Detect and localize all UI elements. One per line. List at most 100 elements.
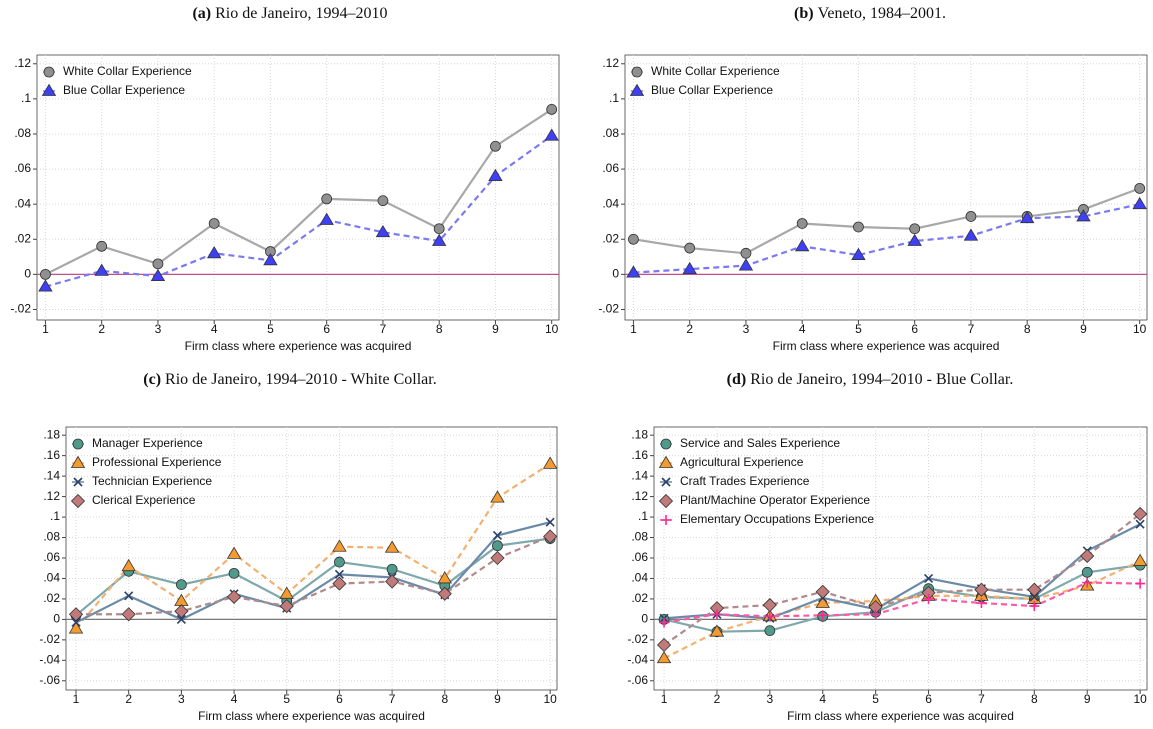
marker — [631, 66, 643, 78]
x-tick-label: 10 — [543, 692, 557, 706]
marker — [923, 593, 934, 604]
y-tick-label: -.06 — [39, 673, 60, 687]
y-tick-label: .08 — [602, 126, 619, 140]
title-text: Rio de Janeiro, 1994–2010 - White Collar… — [165, 371, 437, 388]
series-line — [75, 521, 551, 624]
marker — [228, 567, 240, 579]
marker — [386, 563, 398, 575]
marker — [923, 573, 934, 584]
y-tick-label: .12 — [14, 56, 31, 70]
x-tick-label: 2 — [125, 692, 132, 706]
x-tick-label: 9 — [1084, 692, 1091, 706]
x-tick-label: 2 — [686, 322, 693, 336]
y-tick-label: .1 — [21, 91, 31, 105]
marker — [656, 637, 672, 653]
y-tick-label: .04 — [14, 196, 31, 210]
marker — [279, 586, 294, 599]
y-tick-label: .12 — [43, 489, 60, 503]
marker — [659, 617, 670, 628]
series-line — [76, 535, 551, 616]
x-tick-label: 9 — [492, 322, 499, 336]
y-tick-label: .04 — [631, 571, 648, 585]
x-axis-label: Firm class where experience was acquired — [185, 339, 412, 353]
marker — [853, 221, 864, 233]
marker — [1135, 578, 1146, 589]
y-tick-label: .04 — [43, 571, 60, 585]
x-tick-label: 3 — [178, 692, 185, 706]
marker — [385, 574, 400, 589]
legend-label: Clerical Experience — [92, 493, 196, 507]
x-tick-label: 7 — [380, 322, 387, 336]
marker — [121, 558, 136, 572]
marker — [43, 66, 55, 78]
x-tick-label: 1 — [661, 692, 668, 706]
marker — [332, 539, 347, 552]
marker — [206, 246, 222, 259]
legend-label: Plant/Machine Operator Experience — [680, 493, 870, 507]
legend-label: Elementary Occupations Experience — [680, 512, 874, 526]
series-line — [663, 581, 1141, 624]
plot-area — [65, 426, 558, 691]
marker — [437, 571, 452, 584]
marker — [815, 584, 830, 599]
marker — [492, 540, 503, 552]
marker — [490, 490, 505, 503]
y-tick-label: .12 — [631, 489, 648, 503]
x-tick-label: 8 — [1024, 322, 1031, 336]
marker — [656, 650, 672, 664]
marker — [176, 614, 186, 624]
y-tick-label: .02 — [602, 231, 619, 245]
y-tick-label: .02 — [43, 591, 60, 605]
marker — [709, 624, 725, 637]
marker — [279, 599, 294, 614]
marker — [73, 477, 83, 487]
marker — [1027, 582, 1042, 597]
x-tick-label: 5 — [267, 322, 274, 336]
x-tick-label: 6 — [925, 692, 932, 706]
title-text: Veneto, 1984–2001. — [818, 5, 946, 22]
marker — [492, 530, 503, 541]
x-tick-label: 2 — [714, 692, 721, 706]
x-axis-label: Firm class where experience was acquired — [787, 709, 1014, 723]
panel-title: (a) Rio de Janeiro, 1994–2010 — [192, 5, 387, 22]
marker — [963, 228, 979, 241]
y-tick-label: .18 — [631, 427, 648, 441]
marker — [40, 268, 51, 280]
x-tick-label: 5 — [872, 692, 879, 706]
legend-label: Agricultural Experience — [680, 455, 804, 469]
y-tick-label: .16 — [43, 448, 60, 462]
legend-label: Craft Trades Experience — [680, 474, 810, 488]
x-tick-label: 6 — [323, 322, 330, 336]
marker — [543, 529, 558, 544]
y-tick-label: -.02 — [39, 632, 60, 646]
marker — [740, 247, 752, 259]
y-tick-label: .12 — [602, 56, 619, 70]
marker — [208, 218, 220, 229]
x-tick-label: 3 — [743, 322, 750, 336]
series-line — [75, 462, 551, 630]
y-tick-label: .14 — [43, 468, 60, 482]
marker — [431, 233, 447, 246]
marker — [94, 263, 109, 276]
series-line — [44, 108, 553, 276]
x-tick-label: 1 — [73, 692, 80, 706]
y-tick-label: .16 — [631, 448, 648, 462]
y-tick-label: .06 — [14, 161, 31, 175]
x-tick-label: 7 — [389, 692, 396, 706]
legend-label: White Collar Experience — [651, 64, 780, 78]
y-tick-label: -.04 — [627, 652, 648, 666]
marker — [377, 195, 389, 207]
marker — [544, 128, 559, 141]
marker — [490, 140, 501, 152]
marker — [490, 550, 505, 566]
marker — [1133, 506, 1148, 522]
x-tick-label: 4 — [231, 692, 238, 706]
x-tick-label: 5 — [283, 692, 290, 706]
marker — [629, 83, 645, 96]
legend-label: Blue Collar Experience — [63, 83, 185, 97]
marker — [72, 438, 84, 450]
y-tick-label: .02 — [14, 231, 31, 245]
x-tick-label: 8 — [1031, 692, 1038, 706]
marker — [1029, 592, 1039, 602]
marker — [626, 265, 641, 278]
